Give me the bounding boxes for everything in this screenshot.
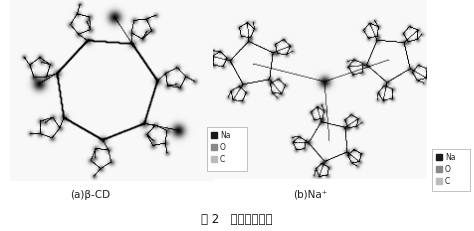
Bar [436,178,442,184]
Bar [436,154,442,160]
Text: O: O [220,143,226,152]
Text: (a)β-CD: (a)β-CD [70,189,110,199]
Bar [436,166,442,172]
Text: O: O [445,165,451,174]
Bar [211,132,217,138]
Bar [211,156,217,162]
Text: Na: Na [220,131,230,140]
Text: C: C [220,155,225,164]
Text: Na: Na [445,153,456,162]
Text: (b)Na⁺: (b)Na⁺ [293,189,327,199]
Bar [211,144,217,150]
Text: 图 2   配位球棍模型: 图 2 配位球棍模型 [201,212,273,225]
Bar [207,128,247,171]
Bar [432,149,470,191]
Text: C: C [445,177,450,186]
